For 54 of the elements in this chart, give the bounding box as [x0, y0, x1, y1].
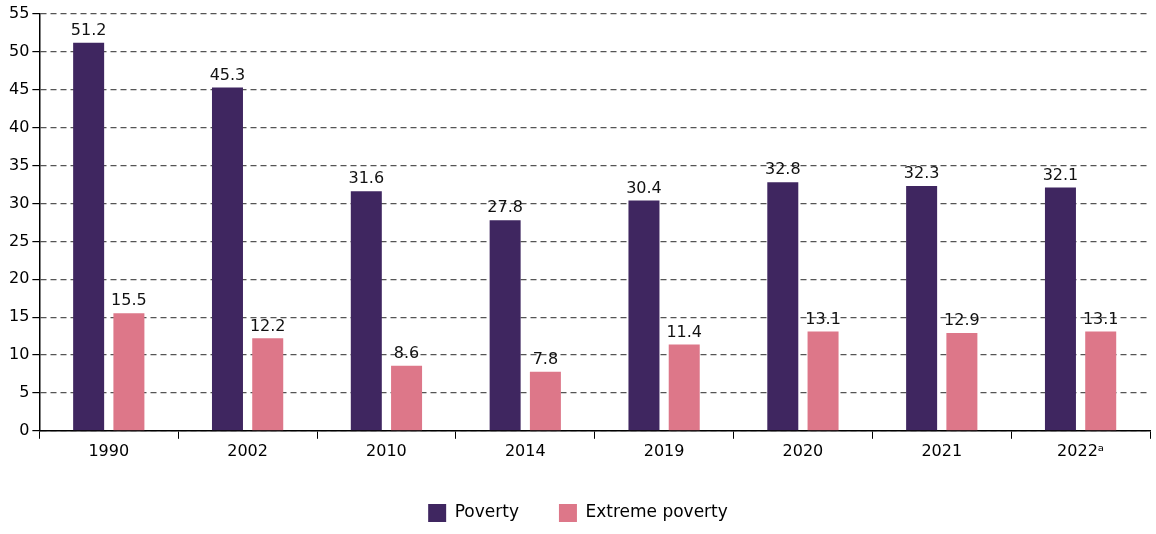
x-tick-label: 2002	[227, 440, 268, 460]
data-label: 11.4	[666, 321, 703, 341]
bar	[252, 338, 284, 431]
data-label: 32.1	[1042, 164, 1079, 184]
y-tick-label: 30	[9, 192, 30, 212]
x-tick-label: 2020	[782, 440, 824, 460]
bar	[906, 186, 938, 431]
x-tick-label: 2022ᵃ	[1057, 440, 1105, 460]
x-tick-label: 2021	[921, 440, 963, 460]
data-label: 15.5	[111, 290, 147, 310]
data-label: 31.6	[348, 168, 385, 188]
y-tick-label: 0	[19, 419, 30, 439]
data-label: 32.3	[903, 163, 940, 183]
data-label: 12.2	[249, 315, 286, 335]
x-tick-label: 2010	[366, 440, 407, 460]
data-label: 7.8	[532, 348, 559, 368]
bar	[767, 182, 799, 431]
y-tick-label: 55	[9, 3, 30, 23]
bar	[807, 331, 839, 431]
bar	[73, 42, 105, 431]
y-tick-label: 45	[9, 78, 30, 98]
data-label: 30.4	[626, 177, 662, 197]
y-tick-label: 10	[9, 344, 30, 364]
y-tick-label: 50	[9, 41, 30, 61]
data-label: 13.1	[1082, 308, 1119, 328]
bar	[1085, 331, 1117, 431]
data-label: 13.1	[805, 308, 841, 328]
bar	[391, 365, 423, 431]
y-tick-label: 25	[9, 230, 30, 250]
legend-label: Poverty	[454, 501, 519, 522]
x-tick-label: 1990	[88, 440, 130, 460]
bar	[1044, 187, 1076, 431]
bar	[946, 333, 978, 431]
y-tick-label: 40	[9, 116, 30, 136]
bar	[489, 220, 521, 431]
y-tick-label: 5	[19, 382, 30, 402]
y-tick-label: 15	[9, 306, 30, 326]
y-tick-label: 35	[9, 154, 30, 174]
x-tick-label: 2014	[504, 440, 546, 460]
y-tick-label: 20	[9, 268, 30, 288]
data-label: 51.2	[70, 19, 107, 39]
data-label: 12.9	[944, 310, 980, 330]
x-tick-label: 2019	[643, 440, 685, 460]
data-label: 8.6	[393, 342, 420, 362]
bar	[113, 313, 145, 431]
legend-label: Extreme poverty	[585, 501, 728, 522]
bar	[529, 371, 561, 431]
bar	[668, 344, 700, 431]
data-label: 45.3	[209, 64, 246, 84]
data-label: 32.8	[764, 159, 801, 179]
bar	[211, 87, 243, 431]
bar	[628, 200, 660, 431]
bar	[350, 191, 382, 431]
data-label: 27.8	[487, 197, 523, 217]
